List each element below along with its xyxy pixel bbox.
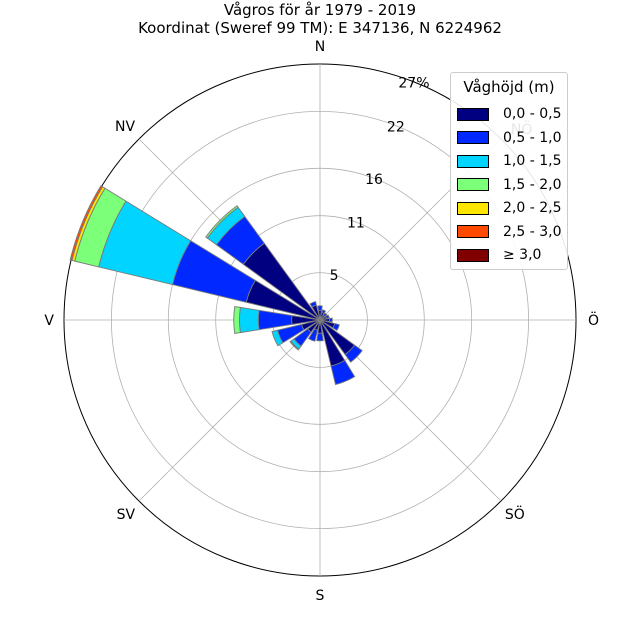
legend-item: 2,0 - 2,5 bbox=[457, 199, 561, 217]
radial-tick-label: 16 bbox=[365, 172, 383, 188]
grid-spoke bbox=[138, 319, 321, 502]
sector-225 bbox=[289, 319, 321, 351]
legend-label: ≥ 3,0 bbox=[503, 247, 542, 263]
legend-label: 1,5 - 2,0 bbox=[503, 176, 562, 193]
radial-tick-label: 22 bbox=[387, 119, 405, 135]
legend-label: 1,0 - 1,5 bbox=[503, 153, 562, 169]
sector-0 bbox=[317, 305, 323, 321]
bar-segment-2 bbox=[271, 329, 284, 347]
legend-swatch bbox=[457, 107, 489, 121]
bar-segment-1 bbox=[332, 322, 340, 332]
sector-292.5 bbox=[69, 185, 321, 321]
sector-180 bbox=[316, 319, 324, 342]
bar-segment-3 bbox=[289, 340, 300, 351]
bar-segment-1 bbox=[328, 317, 333, 323]
direction-label-SÖ: SÖ bbox=[505, 505, 525, 523]
axis-labels: NNVVSVSSÖÖNÖ511162227% bbox=[44, 39, 599, 604]
sector-90 bbox=[319, 317, 333, 323]
legend-label: 0,5 - 1,0 bbox=[503, 129, 562, 146]
direction-label-Ö: Ö bbox=[588, 311, 599, 329]
sector-157.5 bbox=[319, 319, 356, 386]
legend-swatch bbox=[457, 201, 489, 215]
bar-segment-1 bbox=[307, 328, 319, 342]
direction-label-N: N bbox=[315, 39, 325, 55]
legend: Våghöjd (m) 0,0 - 0,5 0,5 - 1,0 1,0 - 1,5 1… bbox=[450, 72, 568, 270]
legend-item: 1,0 - 1,5 bbox=[457, 152, 561, 170]
legend-item: 1,5 - 2,0 bbox=[457, 176, 561, 194]
bar-segment-1 bbox=[257, 309, 293, 331]
legend-item: 0,5 - 1,0 bbox=[457, 129, 561, 147]
direction-label-S: S bbox=[316, 588, 325, 604]
radial-tick-label: 27% bbox=[398, 75, 429, 91]
bar-segment-1 bbox=[309, 301, 318, 308]
legend-swatch bbox=[457, 178, 489, 191]
bar-segment-2 bbox=[238, 306, 260, 334]
legend-swatch bbox=[457, 131, 489, 144]
sector-337.5 bbox=[309, 301, 321, 321]
bar-segment-3 bbox=[205, 205, 239, 239]
legend-label: 0,0 - 0,5 bbox=[503, 106, 562, 122]
bar-segment-1 bbox=[322, 312, 328, 318]
direction-label-NV: NV bbox=[115, 119, 135, 135]
radial-tick-label: 11 bbox=[347, 216, 365, 232]
bar-segment-3 bbox=[233, 305, 241, 335]
legend-item: ≥ 3,0 bbox=[457, 246, 541, 264]
direction-label-V: V bbox=[44, 313, 54, 329]
direction-label-SV: SV bbox=[117, 507, 136, 523]
bar-segment-1 bbox=[316, 332, 324, 342]
bar-segment-1 bbox=[344, 344, 363, 363]
legend-swatch bbox=[457, 248, 489, 262]
sector-247.5 bbox=[271, 319, 321, 347]
sector-315 bbox=[205, 205, 321, 321]
bar-segment-1 bbox=[317, 305, 323, 312]
legend-item: 0,0 - 0,5 bbox=[457, 105, 561, 123]
wind-rose-bars bbox=[69, 185, 363, 386]
bar-segment-1 bbox=[325, 314, 330, 319]
bar-segment-5 bbox=[69, 185, 104, 262]
legend-swatch bbox=[457, 225, 489, 238]
legend-label: 2,0 - 2,5 bbox=[503, 200, 562, 216]
sector-112.5 bbox=[319, 319, 340, 332]
bar-segment-1 bbox=[330, 359, 356, 386]
sector-135 bbox=[319, 319, 363, 363]
chart-subtitle: Koordinat (Sweref 99 TM): E 347136, N 62… bbox=[138, 19, 502, 37]
sector-67.5 bbox=[319, 314, 330, 321]
legend-label: 2,5 - 3,0 bbox=[503, 223, 562, 240]
legend-swatch bbox=[457, 154, 489, 168]
radial-tick-label: 5 bbox=[330, 268, 339, 284]
chart-title: Vågros för år 1979 - 2019 bbox=[223, 1, 417, 19]
bar-segment-1 bbox=[321, 309, 327, 315]
legend-item: 2,5 - 3,0 bbox=[457, 223, 561, 241]
legend-title: Våghöjd (m) bbox=[463, 78, 555, 96]
sector-270 bbox=[233, 305, 321, 335]
